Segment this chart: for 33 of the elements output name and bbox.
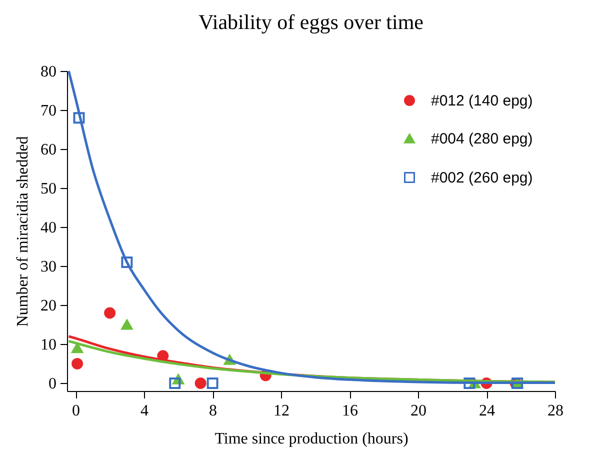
y-tick-label: 0: [48, 376, 56, 393]
point: [72, 342, 84, 354]
x-tick-label: 0: [72, 402, 80, 420]
point: [121, 256, 133, 268]
point: [73, 112, 85, 124]
legend-label: #012 (140 epg): [431, 92, 533, 110]
chart-title: Viability of eggs over time: [198, 10, 424, 34]
x-tick-label: 16: [342, 402, 358, 420]
y-tick-label: 70: [40, 102, 56, 120]
x-tick-label: 12: [274, 402, 290, 420]
y-tick-label: 80: [40, 64, 56, 80]
y-tick-label: 10: [40, 336, 56, 354]
point: [121, 320, 133, 330]
legend-label: #002 (260 epg): [431, 170, 533, 186]
x-tick-label: 24: [479, 402, 496, 420]
x-tick-label: 28: [548, 402, 564, 420]
legend-label: #004 (280 epg): [431, 130, 533, 148]
point: [464, 377, 476, 389]
y-axis-title: Number of miracidia shedded: [14, 136, 32, 327]
point: [169, 377, 181, 389]
x-tick-label: 4: [140, 402, 149, 420]
y-tick-label: 20: [40, 298, 56, 315]
y-tick-label: 60: [40, 142, 56, 159]
point: [206, 377, 218, 389]
x-tick-label: 8: [209, 402, 218, 420]
y-tick-label: 40: [40, 220, 56, 237]
y-tick-label: 30: [40, 258, 56, 276]
point: [194, 377, 206, 389]
x-tick-label: 20: [410, 402, 427, 420]
x-axis-title: Time since production (hours): [214, 430, 408, 448]
y-tick-label: 50: [40, 180, 56, 198]
point: [72, 358, 84, 370]
point: [104, 307, 116, 319]
